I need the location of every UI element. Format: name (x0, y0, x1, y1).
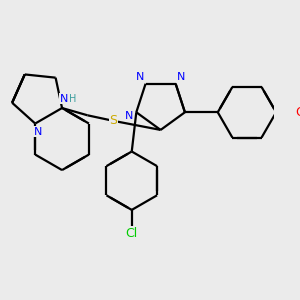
Text: Cl: Cl (126, 227, 138, 240)
Text: H: H (69, 94, 77, 104)
Text: N: N (136, 72, 144, 82)
Text: N: N (125, 111, 133, 121)
Text: O: O (295, 106, 300, 119)
Text: N: N (177, 72, 185, 82)
Text: N: N (34, 127, 42, 137)
Text: S: S (109, 114, 117, 127)
Text: N: N (60, 94, 68, 104)
